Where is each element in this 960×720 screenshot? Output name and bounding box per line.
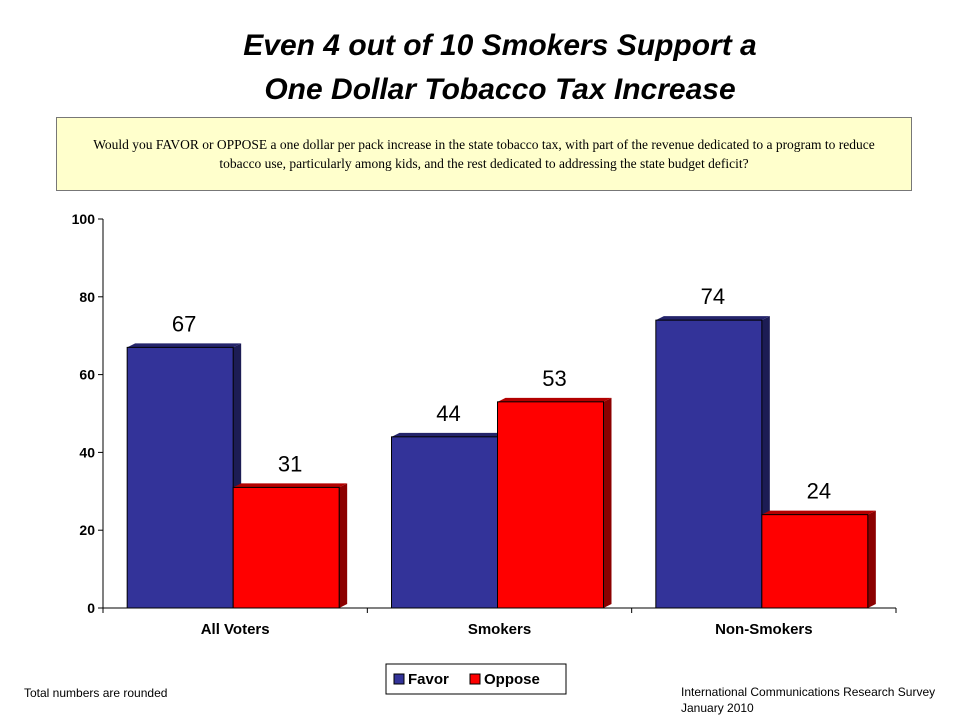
bar-favor — [126, 346, 234, 609]
question-box: Would you FAVOR or OPPOSE a one dollar p… — [56, 117, 912, 191]
data-label: 31 — [278, 451, 302, 476]
chart-title-line2: One Dollar Tobacco Tax Increase — [264, 73, 736, 106]
footnote-source-date: January 2010 — [681, 701, 754, 715]
data-label: 74 — [701, 284, 725, 309]
bar-top — [497, 397, 612, 402]
category-label: Smokers — [468, 621, 531, 638]
bar-favor — [655, 319, 763, 609]
data-label: 44 — [436, 401, 460, 426]
bar-oppose — [761, 514, 869, 609]
chart-title-line1: Even 4 out of 10 Smokers Support a — [243, 29, 757, 62]
y-tick-label: 40 — [79, 444, 95, 460]
bar-top — [233, 483, 348, 488]
y-tick-label: 80 — [79, 289, 95, 305]
bar-top — [391, 432, 506, 437]
chart-title: Even 4 out of 10 Smokers Support a One D… — [140, 24, 860, 112]
bar-favor — [391, 436, 498, 609]
bar-top — [655, 316, 770, 321]
y-tick-label: 20 — [79, 522, 95, 538]
data-label: 53 — [542, 366, 566, 391]
bar-oppose — [232, 486, 340, 609]
question-text: Would you FAVOR or OPPOSE a one dollar p… — [93, 137, 875, 171]
category-label: Non-Smokers — [715, 621, 813, 638]
y-tick-label: 100 — [72, 211, 96, 227]
legend-swatch-favor — [393, 673, 405, 685]
data-label: 24 — [807, 479, 831, 504]
bar-oppose — [497, 401, 604, 609]
footnote-source-name: International Communications Research Su… — [681, 685, 936, 699]
bar-side — [867, 510, 876, 608]
category-label: All Voters — [201, 621, 270, 638]
footnote-rounded: Total numbers are rounded — [24, 686, 168, 700]
legend-swatch-oppose — [469, 673, 481, 685]
bar-side — [603, 397, 612, 608]
bar-top — [127, 343, 242, 348]
legend-label-oppose: Oppose — [484, 671, 540, 688]
y-tick-label: 0 — [87, 600, 95, 616]
legend-label-favor: Favor — [408, 671, 449, 688]
y-tick-label: 60 — [79, 367, 95, 383]
data-label: 67 — [172, 311, 196, 336]
bar-side — [339, 483, 348, 608]
bar-top — [761, 510, 876, 515]
footnote-source: International Communications Research Su… — [681, 684, 935, 716]
